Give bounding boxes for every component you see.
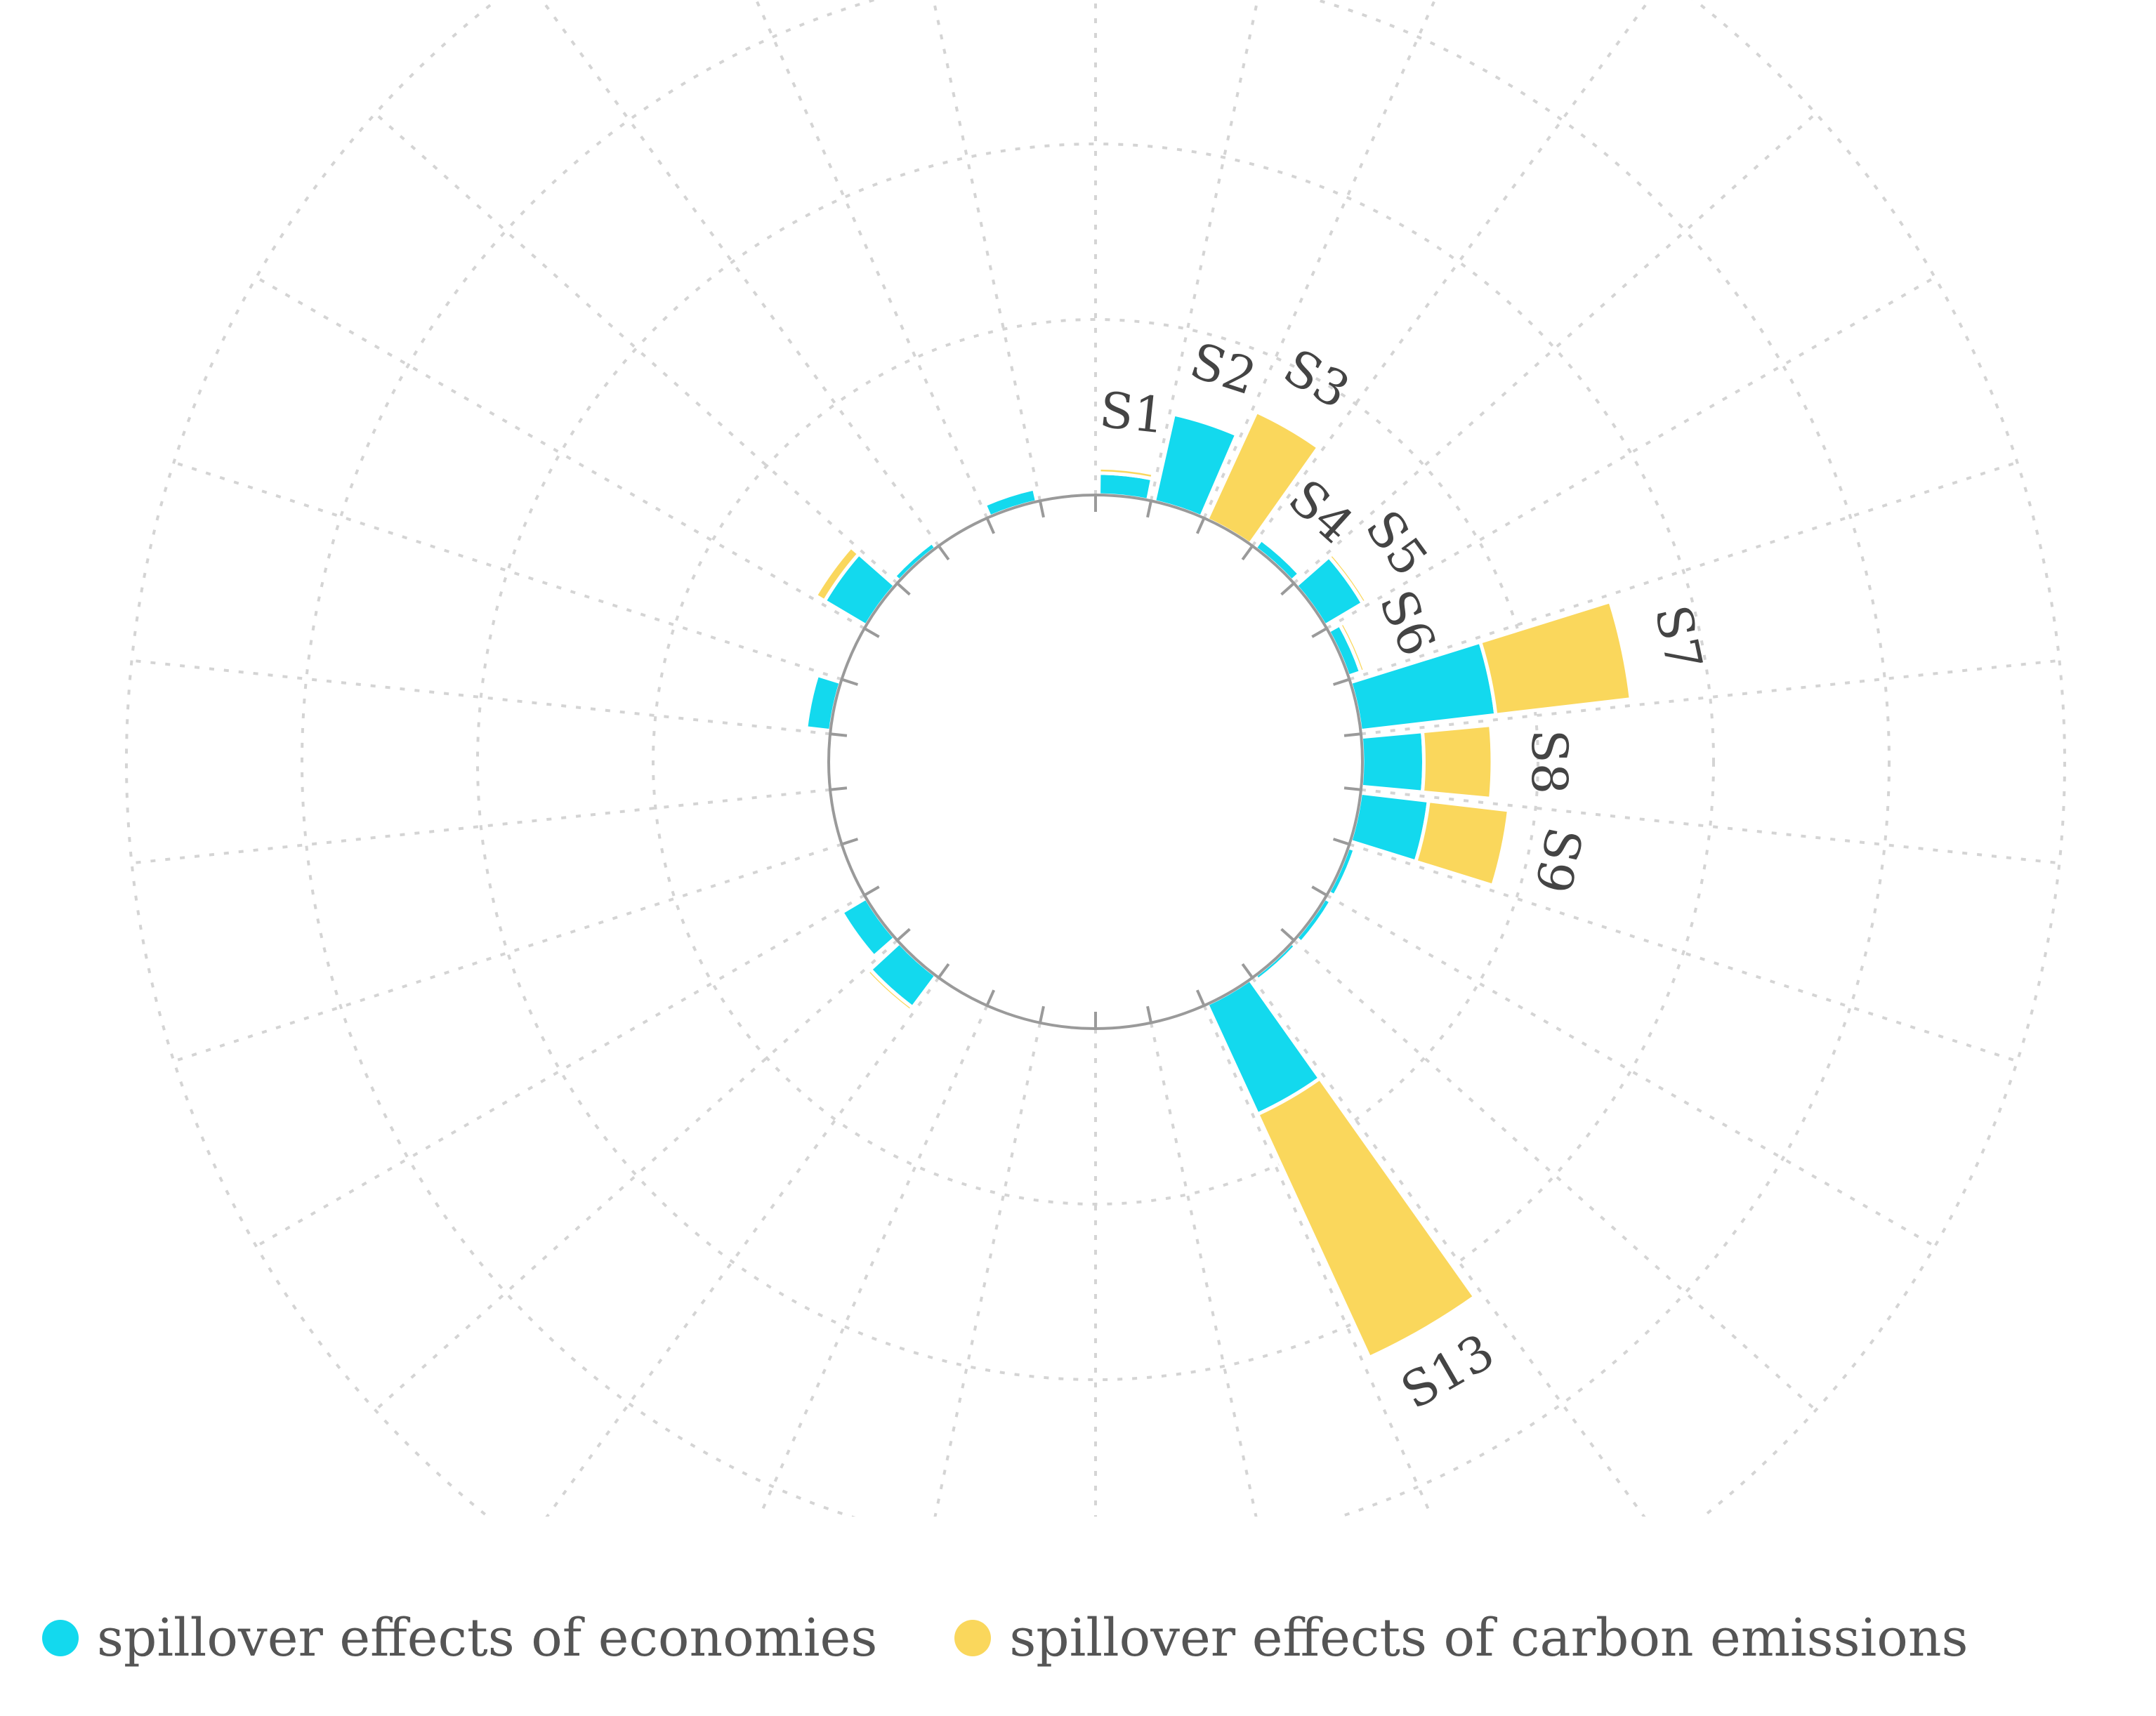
- axis-tick: [1311, 627, 1328, 638]
- bar-S7-carbon: [1478, 599, 1634, 717]
- grid-ring: [476, 143, 1715, 1381]
- axis-tick: [1280, 928, 1295, 942]
- axis-tick: [985, 517, 996, 534]
- axis-tick: [1311, 885, 1328, 897]
- grid-spoke: [754, 0, 989, 519]
- grid-spoke: [1326, 894, 1936, 1248]
- legend-label-economies: spillover effects of economies: [97, 1608, 878, 1668]
- axis-tick: [863, 885, 880, 897]
- grid-ring: [652, 318, 1539, 1206]
- grid-ring: [301, 0, 1891, 1517]
- grid-spoke: [758, 1005, 989, 1517]
- bar-S26-carbon: [813, 544, 862, 604]
- legend-item-carbon: spillover effects of carbon emissions: [954, 1608, 1968, 1668]
- axis-tick: [1332, 838, 1350, 846]
- axis-tick: [1146, 1005, 1152, 1024]
- bar-S11-carbon: [1299, 899, 1336, 947]
- axis-tick: [896, 928, 911, 942]
- axis-tick: [1280, 582, 1295, 596]
- bar-S8-economies: [1359, 729, 1426, 795]
- axis-tick: [841, 678, 859, 686]
- bar-S6-carbon: [1337, 620, 1367, 675]
- bar-S19-carbon: [865, 967, 915, 1014]
- axis-tick: [829, 786, 848, 791]
- legend: spillover effects of economies spillover…: [42, 1608, 2045, 1668]
- grid-spoke: [173, 843, 843, 1063]
- sector-label-S1: S1: [1097, 381, 1168, 444]
- bar-S9-carbon: [1413, 798, 1511, 888]
- axis-tick: [1039, 500, 1045, 518]
- grid-spoke: [255, 894, 865, 1248]
- axis-tick: [1146, 500, 1152, 518]
- axis-tick: [896, 582, 911, 596]
- axis-tick: [1332, 678, 1350, 686]
- axis-tick: [863, 627, 880, 638]
- sector-label-S2: S2: [1183, 331, 1263, 407]
- grid-spoke: [374, 939, 898, 1411]
- axis-tick: [1039, 1005, 1045, 1024]
- axis-tick: [1195, 989, 1206, 1006]
- bar-S8-carbon: [1420, 722, 1494, 801]
- grid-spoke: [933, 1022, 1041, 1517]
- bar-S4-carbon: [1258, 534, 1304, 576]
- axis-tick: [938, 545, 950, 561]
- sector-label-S9: S9: [1523, 822, 1593, 898]
- bar-S1-carbon: [1097, 466, 1156, 481]
- legend-item-economies: spillover effects of economies: [42, 1608, 877, 1668]
- grid-spoke: [255, 276, 865, 630]
- axis-tick: [1343, 786, 1362, 791]
- bar-S5-carbon: [1326, 551, 1369, 606]
- grid-spoke: [545, 977, 940, 1517]
- grid-spoke: [374, 112, 898, 585]
- axis-tick: [1241, 963, 1254, 979]
- axis-tick: [829, 732, 848, 737]
- sector-label-S8: S8: [1520, 730, 1578, 795]
- grid-spoke: [1293, 112, 1817, 585]
- axis-circle: [827, 494, 1364, 1030]
- bar-S9-economies: [1348, 791, 1431, 864]
- grid-spoke: [932, 0, 1041, 501]
- grid-ring: [125, 0, 2066, 1517]
- bar-S13-carbon: [1255, 1076, 1478, 1360]
- sector-label-S3: S3: [1274, 338, 1359, 420]
- sector-label-S5: S5: [1354, 500, 1439, 586]
- grid-spoke: [173, 461, 843, 681]
- sector-label-S7: S7: [1643, 600, 1713, 676]
- legend-swatch-carbon: [954, 1620, 992, 1656]
- grid-spoke: [1251, 977, 1646, 1517]
- axis-tick: [1241, 545, 1254, 561]
- polar-grid: [125, 0, 2066, 1517]
- axis-tick: [985, 989, 996, 1006]
- legend-label-carbon: spillover effects of carbon emissions: [1009, 1608, 1968, 1668]
- legend-swatch-economies: [42, 1620, 79, 1656]
- axis-tick: [841, 838, 859, 846]
- inner-axis-circle: [827, 494, 1364, 1030]
- bar-S10-carbon: [1332, 847, 1360, 900]
- axis-tick: [1195, 517, 1206, 534]
- axis-tick: [938, 963, 950, 979]
- axis-tick: [1343, 732, 1362, 737]
